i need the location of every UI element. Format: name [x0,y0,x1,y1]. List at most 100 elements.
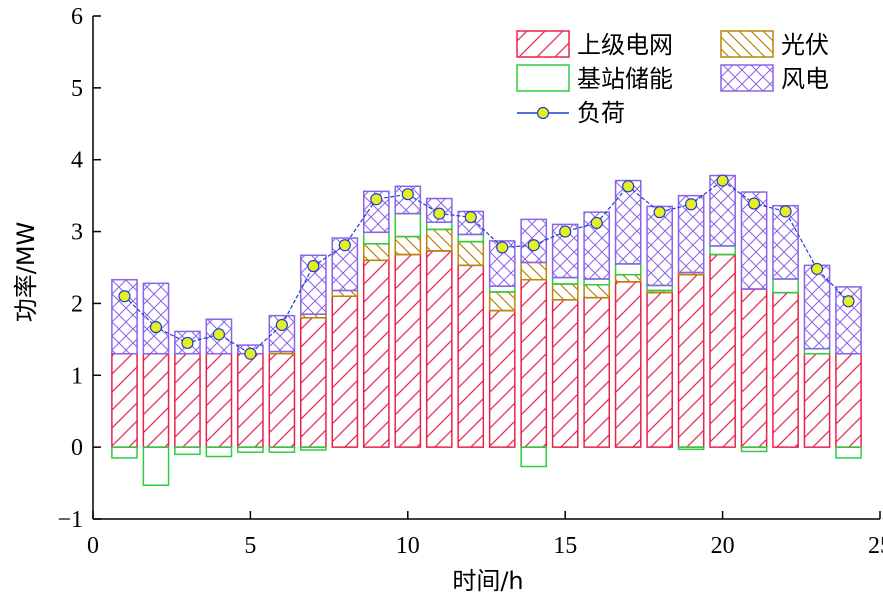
bar-grid [740,288,768,448]
x-axis-label: 时间/h [452,567,523,595]
load-marker [590,216,603,230]
legend-label-wind: 风电 [781,65,829,93]
bar-pv [457,240,485,267]
bar-grid [425,250,453,448]
load-marker [685,198,698,211]
bar-storage [835,446,862,459]
load-line [124,179,849,355]
bar-storage [677,446,705,451]
bar-pv [331,289,359,297]
legend-label-storage: 基站储能 [577,65,673,93]
bar-grid [174,352,201,448]
bar-grid [331,295,359,448]
x-tick-label: 10 [396,533,420,559]
bar-group [111,278,138,459]
legend-swatch-pv [720,30,774,58]
bar-storage [237,446,264,453]
y-axis-label: 功率/MW [12,222,40,323]
load-marker [496,241,509,254]
bar-grid [709,253,736,448]
legend-swatch-wind [720,64,774,92]
bar-grid [803,352,831,448]
load-marker [527,239,540,252]
bar-pv [362,243,390,262]
legend-swatch-storage [516,64,570,92]
y-tick-label: 1 [71,363,83,389]
y-tick-label: 4 [71,148,83,174]
bar-storage [111,446,138,459]
x-tick-label: 15 [553,533,577,559]
bar-wind [614,179,642,265]
bar-grid [205,352,233,448]
bar-group [488,240,516,448]
bar-group [174,330,201,456]
y-tick-label: 3 [71,220,83,246]
bar-wind [803,264,831,350]
bar-grid [677,273,705,448]
bar-group [425,197,453,448]
load-marker [118,290,131,303]
bar-storage [425,221,453,231]
bar-group [300,254,327,451]
bar-pv [488,291,516,312]
y-tick-label: 0 [71,435,83,461]
bar-pv [425,228,453,252]
bar-group [237,344,264,453]
bar-grid [394,253,422,448]
bar-group [614,179,642,448]
bar-group [205,318,233,458]
bar-storage [457,233,485,243]
load-marker [842,295,855,308]
bar-storage [205,446,233,458]
bar-storage [583,278,611,286]
bar-grid [772,291,799,448]
bar-storage [772,278,799,294]
x-tick-label: 5 [244,533,256,559]
load-marker [747,197,761,210]
bar-storage [362,231,390,245]
load-marker [212,328,226,341]
bar-group [740,191,768,453]
bar-group [772,204,799,448]
bar-group [520,218,548,468]
load-marker [181,336,194,350]
bar-grid [551,299,579,448]
bar-pv [520,261,548,281]
x-tick-label: 25 [868,533,883,559]
load-marker [338,239,351,252]
load-marker [401,188,414,201]
legend-marker-load [536,106,550,120]
bar-grid [237,352,264,448]
bar-storage [551,276,579,285]
load-marker [622,180,635,193]
bar-storage [174,446,201,456]
bar-group [142,282,170,486]
load-marker [244,347,257,360]
x-tick-label: 0 [87,533,99,559]
bar-storage [709,245,736,256]
bar-storage [520,446,548,468]
bar-grid [268,352,296,448]
bar-grid [488,309,516,448]
x-tick-label: 20 [711,533,735,559]
bar-grid [614,281,642,448]
bar-grid [457,264,485,448]
bar-storage [394,212,422,238]
bar-grid [835,352,862,448]
bar-storage [614,263,642,276]
legend-label-load: 负荷 [577,99,625,127]
load-marker [716,174,729,187]
legend: 上级电网 光伏 基站储能 风电 负荷 [516,30,829,127]
bar-group [551,223,579,448]
bar-group [362,190,390,448]
load-marker [464,211,477,224]
y-tick-label: −1 [57,507,83,533]
bar-pv [551,283,579,301]
bar-group [331,237,359,448]
bar-group [709,174,736,448]
bar-wind [646,205,673,287]
bar-group [394,185,422,448]
bar-storage [142,446,170,486]
bar-grid [142,352,170,448]
